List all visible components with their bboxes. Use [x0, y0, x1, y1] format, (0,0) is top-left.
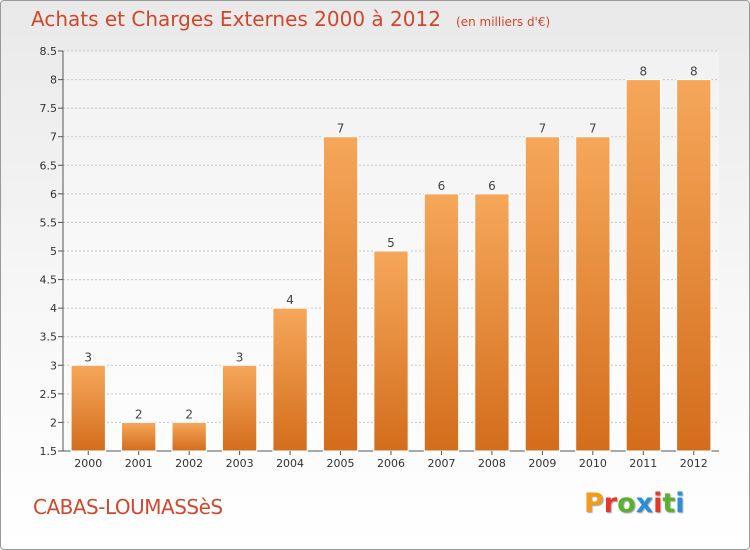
bar-2004	[272, 307, 308, 452]
x-tick-label-2011: 2011	[629, 457, 657, 470]
data-label-2012: 8	[690, 65, 698, 79]
data-label-2003: 3	[236, 350, 244, 364]
logo-letter: i	[675, 488, 685, 519]
data-label-2009: 7	[539, 122, 547, 136]
bar-2009	[524, 136, 561, 452]
data-label-2001: 2	[135, 407, 143, 421]
x-tick-label-2003: 2003	[226, 457, 254, 470]
bar-2002	[171, 421, 207, 452]
logo-letter: i	[653, 488, 663, 519]
y-tick-label: 8.5	[40, 45, 58, 58]
bar-2005	[322, 136, 359, 452]
x-tick-label-2000: 2000	[74, 457, 102, 470]
proxiti-logo: Proxiti	[584, 488, 685, 519]
y-tick-label: 4	[50, 302, 57, 315]
chart-subtitle: (en milliers d'€)	[456, 15, 551, 29]
y-tick-label: 2.5	[40, 388, 58, 401]
y-tick-label: 5.5	[40, 216, 58, 229]
data-label-2011: 8	[639, 65, 647, 79]
logo-letter: o	[617, 488, 636, 519]
bar-2006	[373, 250, 409, 452]
y-tick-label: 3.5	[40, 331, 58, 344]
bar-2003	[221, 364, 258, 452]
x-tick-label-2007: 2007	[427, 457, 455, 470]
data-label-2000: 3	[84, 350, 92, 364]
y-tick-label: 1.5	[40, 445, 58, 458]
bar-2007	[423, 193, 460, 452]
place-name: CABAS-LOUMASSèS	[33, 495, 223, 519]
chart-title: Achats et Charges Externes 2000 à 2012	[31, 7, 441, 31]
bar-2012	[676, 79, 712, 452]
x-tick-label-2009: 2009	[528, 457, 556, 470]
data-label-2010: 7	[589, 122, 597, 136]
logo-letter: P	[584, 488, 604, 519]
y-tick-label: 8	[50, 74, 57, 87]
x-tick-label-2010: 2010	[579, 457, 607, 470]
data-label-2005: 7	[337, 122, 345, 136]
logo-letter: r	[603, 488, 618, 519]
data-label-2002: 2	[185, 407, 193, 421]
y-tick-label: 3	[50, 359, 57, 372]
data-label-2007: 6	[438, 179, 446, 193]
bar-2010	[575, 136, 611, 452]
chart-title-block: Achats et Charges Externes 2000 à 2012 (…	[31, 7, 550, 31]
x-tick-label-2005: 2005	[327, 457, 355, 470]
x-tick-label-2012: 2012	[680, 457, 708, 470]
y-tick-label: 6.5	[40, 159, 58, 172]
x-tick-label-2006: 2006	[377, 457, 405, 470]
y-tick-label: 6	[50, 188, 57, 201]
data-label-2006: 5	[387, 236, 395, 250]
y-tick-label: 5	[50, 245, 57, 258]
bar-2008	[474, 193, 510, 452]
data-label-2008: 6	[488, 179, 496, 193]
x-tick-label-2002: 2002	[175, 457, 203, 470]
x-tick-label-2004: 2004	[276, 457, 304, 470]
data-label-2004: 4	[286, 293, 294, 307]
y-tick-label: 4.5	[40, 274, 58, 287]
y-tick-label: 2	[50, 416, 57, 429]
x-tick-label-2001: 2001	[125, 457, 153, 470]
bar-2001	[121, 421, 157, 452]
logo-letter: t	[662, 488, 676, 519]
bar-2011	[625, 79, 661, 452]
y-tick-label: 7	[50, 131, 57, 144]
y-tick-label: 7.5	[40, 102, 58, 115]
x-tick-label-2008: 2008	[478, 457, 506, 470]
logo-letter: x	[635, 488, 654, 519]
bar-2000	[70, 364, 106, 452]
